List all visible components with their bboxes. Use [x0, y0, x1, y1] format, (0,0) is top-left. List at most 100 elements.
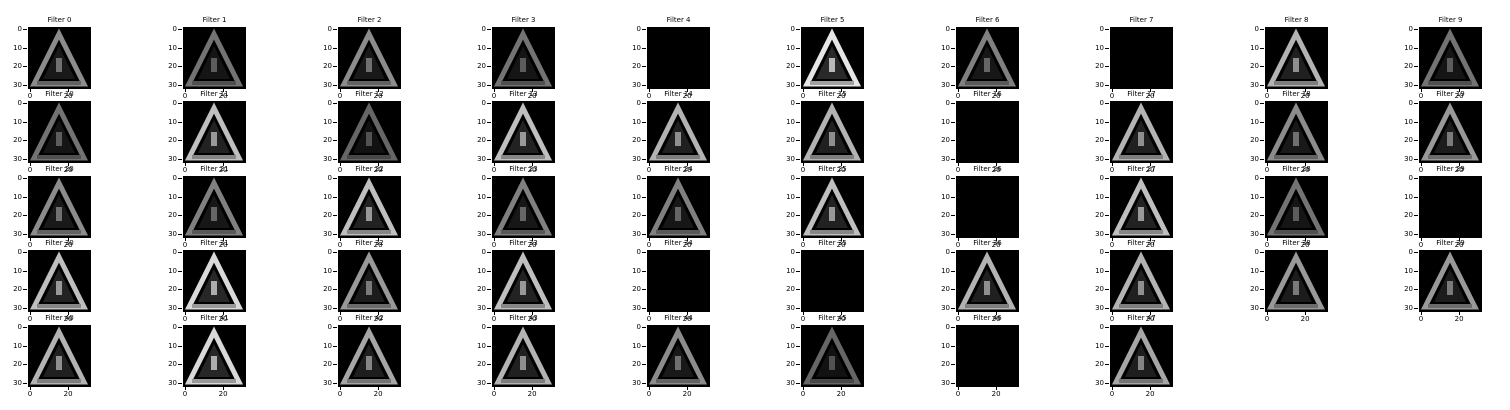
x-tick — [996, 89, 998, 92]
sign-symbol — [366, 58, 372, 72]
filter-panel: Filter 43 0 10 20 30 0 20 — [477, 314, 555, 398]
filter-title: Filter 39 — [1436, 239, 1465, 247]
sign-base-edge — [1274, 155, 1318, 159]
y-tick — [1414, 215, 1418, 217]
y-tick — [178, 140, 182, 142]
y-tick-label: 20 — [1250, 211, 1259, 220]
x-tick-label: 20 — [63, 241, 73, 249]
sign-base-edge — [1274, 81, 1318, 85]
x-tick — [802, 312, 804, 315]
feature-map-svg — [648, 177, 708, 236]
feature-map-image — [1110, 27, 1173, 89]
y-tick — [642, 28, 646, 30]
filter-panel: Filter 22 0 10 20 30 0 20 — [323, 165, 401, 249]
x-tick-label: 0 — [27, 92, 33, 100]
y-tick — [333, 234, 337, 236]
x-tick-label: 0 — [1418, 315, 1424, 323]
x-tick — [339, 238, 341, 241]
y-tick — [1414, 234, 1418, 236]
filter-panel: Filter 46 0 10 20 30 0 20 — [941, 314, 1019, 398]
filter-panel: Filter 38 0 10 20 30 0 20 — [1250, 239, 1328, 323]
y-tick-label: 10 — [941, 341, 950, 350]
y-tick — [951, 345, 955, 347]
y-tick-label: 30 — [477, 81, 486, 90]
filter-title: Filter 15 — [818, 90, 847, 98]
y-tick — [951, 383, 955, 385]
feature-map-image — [338, 250, 401, 312]
y-tick — [1260, 121, 1264, 123]
x-tick-label: 0 — [955, 92, 961, 100]
y-tick-label: 10 — [168, 117, 177, 126]
y-tick-label: 0 — [790, 247, 795, 256]
y-tick — [178, 234, 182, 236]
x-tick — [1150, 89, 1152, 92]
sign-symbol — [1447, 132, 1453, 146]
sign-base-edge — [1428, 81, 1472, 85]
y-tick-label: 0 — [1408, 24, 1413, 33]
y-tick — [1260, 140, 1264, 142]
y-tick — [1105, 289, 1109, 291]
filter-title: Filter 8 — [1284, 16, 1309, 24]
sign-symbol — [211, 132, 217, 146]
y-tick — [642, 66, 646, 68]
y-tick-label: 30 — [323, 304, 332, 313]
y-tick-label: 20 — [632, 360, 641, 369]
y-tick — [1105, 85, 1109, 87]
y-tick — [23, 66, 27, 68]
y-tick-label: 30 — [1404, 81, 1413, 90]
y-tick — [951, 47, 955, 49]
feature-map-svg — [1420, 102, 1480, 161]
y-tick — [642, 345, 646, 347]
y-tick-label: 0 — [1408, 173, 1413, 182]
y-tick-label: 0 — [945, 322, 950, 331]
x-tick-label: 20 — [991, 241, 1001, 249]
x-tick — [687, 163, 689, 166]
feature-map-image — [1110, 250, 1173, 312]
x-tick-label: 0 — [646, 241, 652, 249]
feature-map-image — [492, 325, 555, 387]
y-tick-label: 30 — [632, 81, 641, 90]
sign-base-edge — [37, 379, 81, 383]
x-tick — [184, 163, 186, 166]
x-tick — [957, 238, 959, 241]
y-tick — [487, 234, 491, 236]
x-tick — [1150, 312, 1152, 315]
y-tick — [23, 47, 27, 49]
feature-map-svg — [493, 28, 553, 87]
x-tick-label: 0 — [182, 241, 188, 249]
feature-map-svg — [184, 326, 244, 385]
y-tick-label: 10 — [941, 266, 950, 275]
y-tick — [23, 159, 27, 161]
x-tick-label: 20 — [1454, 241, 1464, 249]
y-tick-label: 20 — [1250, 136, 1259, 145]
x-tick-label: 0 — [182, 315, 188, 323]
x-tick-label: 0 — [491, 92, 497, 100]
y-tick-label: 20 — [168, 62, 177, 71]
y-tick-label: 0 — [790, 173, 795, 182]
y-tick-label: 0 — [945, 247, 950, 256]
filter-title: Filter 23 — [509, 165, 538, 173]
x-tick — [184, 89, 186, 92]
y-tick — [1105, 234, 1109, 236]
y-tick-label: 0 — [17, 322, 22, 331]
x-tick-label: 20 — [1454, 166, 1464, 174]
filter-title: Filter 37 — [1127, 239, 1156, 247]
sign-symbol — [1138, 356, 1144, 370]
feature-map-image — [801, 101, 864, 163]
feature-map-svg — [957, 177, 1018, 237]
x-tick — [1305, 238, 1307, 241]
feature-map-svg — [957, 28, 1017, 87]
x-tick — [802, 238, 804, 241]
sign-symbol — [1293, 207, 1299, 221]
x-tick-label: 20 — [836, 92, 846, 100]
x-tick — [687, 238, 689, 241]
feature-map-svg — [339, 28, 399, 87]
y-tick-label: 20 — [632, 285, 641, 294]
y-tick — [796, 85, 800, 87]
y-tick-label: 0 — [172, 322, 177, 331]
x-tick — [1420, 312, 1422, 315]
y-tick-label: 10 — [1095, 117, 1104, 126]
x-tick — [1150, 387, 1152, 390]
feature-map-image — [1110, 101, 1173, 163]
y-tick-label: 20 — [1095, 136, 1104, 145]
